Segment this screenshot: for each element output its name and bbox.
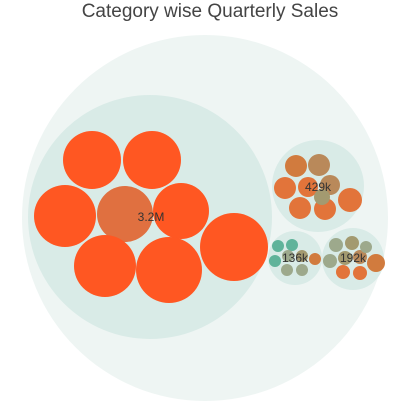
leaf-bubble[interactable]	[286, 239, 298, 251]
leaf-bubble[interactable]	[136, 237, 202, 303]
group-label: 429k	[305, 180, 332, 194]
leaf-bubble[interactable]	[353, 250, 367, 264]
leaf-bubble[interactable]	[281, 264, 293, 276]
leaf-bubble[interactable]	[309, 253, 321, 265]
leaf-bubble[interactable]	[97, 186, 153, 242]
leaf-bubble[interactable]	[200, 213, 268, 281]
leaf-bubble[interactable]	[338, 188, 362, 212]
leaf-bubble[interactable]	[323, 254, 337, 268]
leaf-bubble[interactable]	[367, 254, 385, 272]
leaf-bubble[interactable]	[338, 251, 352, 265]
leaf-bubble[interactable]	[289, 197, 311, 219]
leaf-bubble[interactable]	[336, 265, 350, 279]
group-bubble-1[interactable]: 3.2M	[28, 95, 272, 339]
leaf-bubble[interactable]	[308, 154, 330, 176]
leaf-bubble[interactable]	[153, 183, 209, 239]
leaf-bubble[interactable]	[353, 266, 367, 280]
leaf-bubble[interactable]	[360, 241, 372, 253]
chart-title: Category wise Quarterly Sales	[81, 1, 339, 22]
leaf-bubble[interactable]	[34, 185, 96, 247]
leaf-bubble[interactable]	[123, 131, 181, 189]
leaf-bubble[interactable]	[296, 264, 308, 276]
leaf-bubble[interactable]	[345, 236, 359, 250]
group-label: 3.2M	[138, 210, 165, 224]
leaf-bubble[interactable]	[274, 177, 296, 199]
leaf-bubble[interactable]	[282, 250, 294, 262]
group-label: 192k	[340, 251, 367, 265]
leaf-bubble[interactable]	[269, 255, 281, 267]
leaf-bubble[interactable]	[285, 155, 307, 177]
leaf-bubble[interactable]	[63, 131, 121, 189]
leaf-bubble[interactable]	[74, 235, 136, 297]
group-bubble-2[interactable]: 429k	[272, 140, 364, 232]
leaf-bubble[interactable]	[329, 238, 343, 252]
leaf-bubble[interactable]	[296, 250, 308, 262]
leaf-bubble[interactable]	[298, 177, 318, 197]
group-label: 136k	[282, 251, 309, 265]
leaf-bubble[interactable]	[314, 189, 330, 205]
leaf-bubble[interactable]	[272, 240, 284, 252]
group-bubble-4[interactable]: 192k	[322, 228, 385, 290]
group-bubble-3[interactable]: 136k	[268, 231, 322, 285]
